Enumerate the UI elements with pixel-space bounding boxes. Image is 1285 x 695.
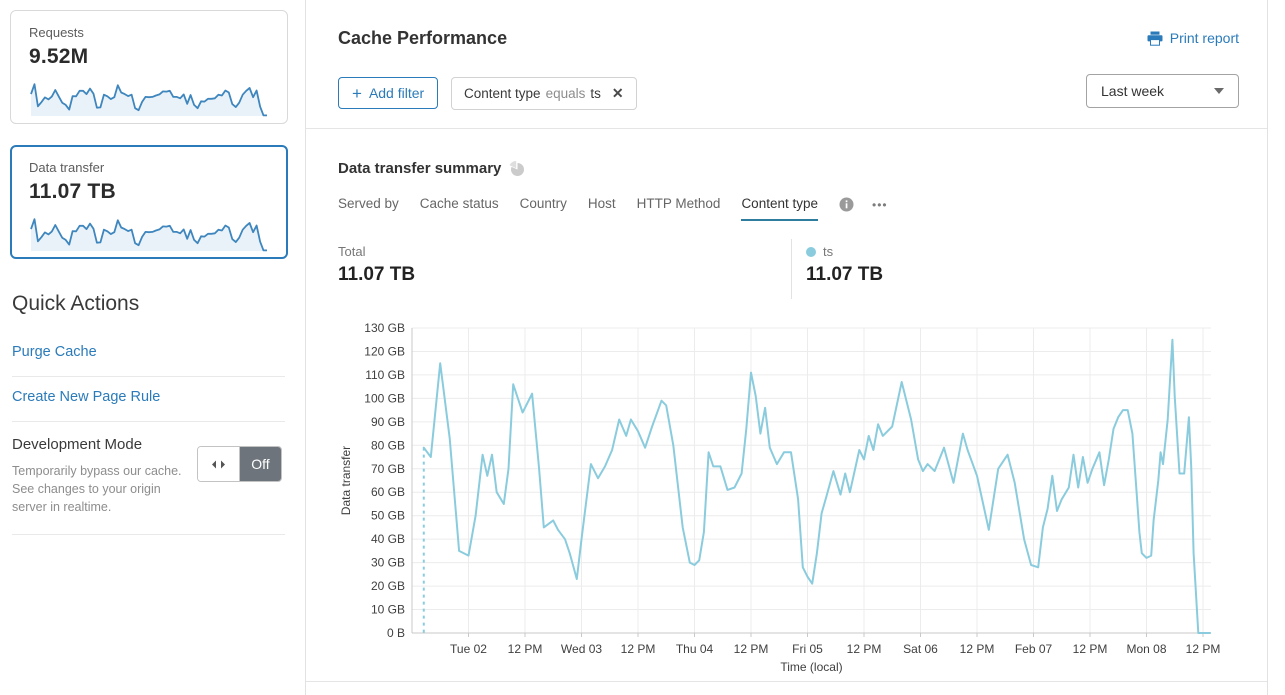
main-panel: Cache Performance Print report + Add fil… xyxy=(305,0,1268,695)
series-value: 11.07 TB xyxy=(806,264,884,285)
svg-text:12 PM: 12 PM xyxy=(621,642,656,656)
svg-text:110 GB: 110 GB xyxy=(365,368,405,382)
svg-text:Thu 04: Thu 04 xyxy=(676,642,714,656)
quick-actions-section: Quick Actions Purge Cache Create New Pag… xyxy=(12,292,285,535)
tab-content-type[interactable]: Content type xyxy=(741,196,818,221)
svg-text:Wed 03: Wed 03 xyxy=(561,642,602,656)
tab-cache-status[interactable]: Cache status xyxy=(419,196,499,211)
svg-text:20 GB: 20 GB xyxy=(371,579,405,593)
breakdown-tabs: Served by Cache status Country Host HTTP Met… xyxy=(338,196,888,221)
date-range-value: Last week xyxy=(1101,83,1165,99)
svg-text:120 GB: 120 GB xyxy=(364,344,405,358)
svg-text:12 PM: 12 PM xyxy=(1186,642,1221,656)
total-label: Total xyxy=(338,244,366,259)
svg-text:130 GB: 130 GB xyxy=(364,321,405,335)
tab-country[interactable]: Country xyxy=(519,196,567,211)
svg-text:Data transfer: Data transfer xyxy=(339,446,353,515)
svg-text:60 GB: 60 GB xyxy=(371,485,405,499)
page-title: Cache Performance xyxy=(338,28,508,48)
remove-filter-icon[interactable]: ✕ xyxy=(611,85,624,101)
data-transfer-chart: 0 B 10 GB 20 GB 30 GB 40 GB 50 GB 60 GB 70 GB 80… xyxy=(336,318,1256,685)
svg-text:12 PM: 12 PM xyxy=(1073,642,1108,656)
toggle-state-label: Off xyxy=(240,447,281,481)
series-name: ts xyxy=(823,244,834,259)
add-filter-button[interactable]: + Add filter xyxy=(338,77,439,109)
info-icon[interactable] xyxy=(839,197,854,212)
print-report-button[interactable]: Print report xyxy=(1147,30,1239,46)
plus-icon: + xyxy=(352,83,362,103)
svg-text:Fri 05: Fri 05 xyxy=(792,642,823,656)
add-filter-label: Add filter xyxy=(368,85,425,101)
summary-title-text: Data transfer summary xyxy=(338,160,502,177)
development-mode-label: Development Mode xyxy=(12,436,143,453)
purge-cache-link[interactable]: Purge Cache xyxy=(12,344,97,360)
header-divider xyxy=(306,128,1267,129)
summary-section-title: Data transfer summary xyxy=(338,160,525,177)
metric-value: 9.52M xyxy=(29,45,89,68)
metric-label: Data transfer xyxy=(29,160,105,175)
svg-text:90 GB: 90 GB xyxy=(371,415,405,429)
svg-text:12 PM: 12 PM xyxy=(847,642,882,656)
svg-text:10 GB: 10 GB xyxy=(371,603,405,617)
pie-chart-icon xyxy=(510,160,525,176)
date-range-select[interactable]: Last week xyxy=(1086,74,1239,108)
printer-icon xyxy=(1147,31,1163,46)
svg-text:30 GB: 30 GB xyxy=(371,556,405,570)
chevron-down-icon xyxy=(1214,88,1224,94)
filter-chip-content-type[interactable]: Content type equals ts ✕ xyxy=(451,77,637,110)
development-mode-description: Temporarily bypass our cache. See change… xyxy=(12,464,182,514)
svg-text:12 PM: 12 PM xyxy=(508,642,543,656)
svg-text:Time (local): Time (local) xyxy=(780,660,842,674)
metric-value: 11.07 TB xyxy=(29,180,116,203)
svg-text:0 B: 0 B xyxy=(387,626,405,640)
tabs-extras: ••• xyxy=(839,196,888,212)
print-report-label: Print report xyxy=(1169,30,1239,46)
svg-text:100 GB: 100 GB xyxy=(364,391,405,405)
sidebar: Requests 9.52M Data transfer 11.07 TB Qu… xyxy=(0,0,305,695)
development-mode-row: Development Mode Temporarily bypass our … xyxy=(12,422,285,535)
stats-divider xyxy=(791,239,792,299)
svg-text:Tue 02: Tue 02 xyxy=(450,642,487,656)
toggle-arrows-icon xyxy=(198,447,240,481)
svg-text:Feb 07: Feb 07 xyxy=(1015,642,1053,656)
svg-text:80 GB: 80 GB xyxy=(371,438,405,452)
filter-value: ts xyxy=(590,86,601,101)
metric-label: Requests xyxy=(29,25,84,40)
tab-served-by[interactable]: Served by xyxy=(338,196,399,211)
quick-actions-title: Quick Actions xyxy=(12,292,140,315)
quick-action-row: Purge Cache xyxy=(12,332,285,377)
svg-text:12 PM: 12 PM xyxy=(960,642,995,656)
tab-http-method[interactable]: HTTP Method xyxy=(636,196,721,211)
svg-text:12 PM: 12 PM xyxy=(734,642,769,656)
filter-field: Content type xyxy=(464,86,541,101)
quick-action-row: Create New Page Rule xyxy=(12,377,285,422)
metric-card-requests[interactable]: Requests 9.52M xyxy=(10,10,288,124)
requests-sparkline-chart xyxy=(30,83,267,117)
bottom-divider xyxy=(306,681,1267,682)
development-mode-toggle[interactable]: Off xyxy=(197,446,282,482)
svg-text:Mon 08: Mon 08 xyxy=(1126,642,1166,656)
more-tabs-button[interactable]: ••• xyxy=(872,197,888,212)
metric-card-data-transfer[interactable]: Data transfer 11.07 TB xyxy=(10,145,288,259)
tab-host[interactable]: Host xyxy=(587,196,616,211)
data-transfer-sparkline-chart xyxy=(30,218,267,252)
filter-operator: equals xyxy=(545,86,586,101)
create-page-rule-link[interactable]: Create New Page Rule xyxy=(12,389,161,405)
total-value: 11.07 TB xyxy=(338,264,416,285)
svg-text:Sat 06: Sat 06 xyxy=(903,642,938,656)
svg-text:40 GB: 40 GB xyxy=(371,532,405,546)
svg-text:50 GB: 50 GB xyxy=(371,509,405,523)
series-color-dot xyxy=(806,246,816,257)
svg-text:70 GB: 70 GB xyxy=(371,462,405,476)
legend-entry-ts: ts xyxy=(806,244,833,259)
